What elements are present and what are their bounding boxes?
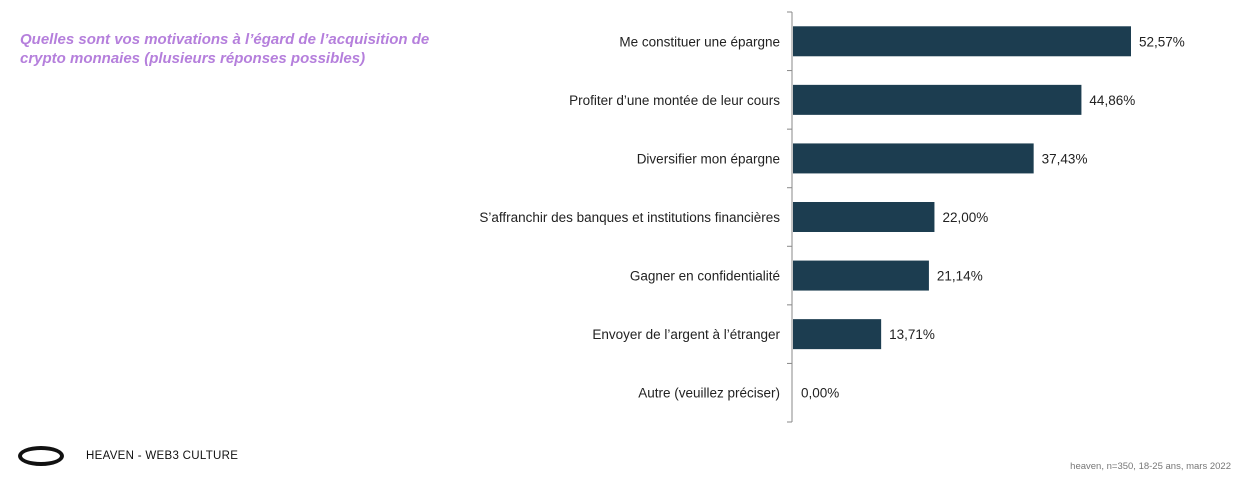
category-label: S’affranchir des banques et institutions… xyxy=(479,210,780,225)
category-label: Gagner en confidentialité xyxy=(630,269,780,284)
bar-chart: Me constituer une épargne 52,57% Profiter … xyxy=(479,11,1185,423)
value-label: 22,00% xyxy=(942,210,988,225)
chart-axis xyxy=(787,11,793,423)
category-label: Diversifier mon épargne xyxy=(637,151,780,166)
value-label: 44,86% xyxy=(1089,93,1135,108)
value-label: 0,00% xyxy=(801,386,839,401)
bar xyxy=(793,319,882,350)
brand-name: HEAVEN - WEB3 CULTURE xyxy=(86,450,239,462)
value-label: 13,71% xyxy=(889,327,935,342)
source-note: heaven, n=350, 18-25 ans, mars 2022 xyxy=(1070,461,1231,472)
category-label: Envoyer de l’argent à l’étranger xyxy=(592,327,780,342)
bar xyxy=(793,84,1082,115)
value-label: 37,43% xyxy=(1042,151,1088,166)
value-label: 21,14% xyxy=(937,269,983,284)
chart-question-title: Quelles sont vos motivations à l’égard d… xyxy=(20,31,430,67)
chart-bars: Me constituer une épargne 52,57% Profiter … xyxy=(479,26,1185,401)
category-label: Me constituer une épargne xyxy=(619,34,780,49)
bar xyxy=(793,143,1034,174)
ring-logo-icon xyxy=(18,446,64,466)
bar xyxy=(793,260,929,291)
bar xyxy=(793,202,935,232)
category-label: Profiter d’une montée de leur cours xyxy=(569,93,780,108)
category-label: Autre (veuillez préciser) xyxy=(638,386,780,401)
brand: HEAVEN - WEB3 CULTURE xyxy=(18,446,238,466)
bar xyxy=(793,26,1131,57)
value-label: 52,57% xyxy=(1139,34,1185,49)
